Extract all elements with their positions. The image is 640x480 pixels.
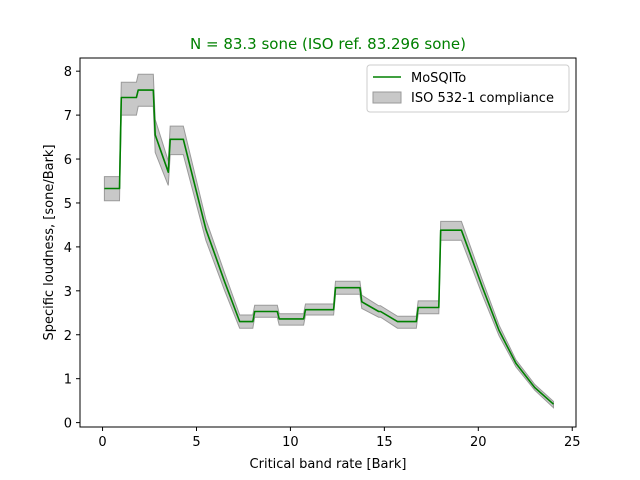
y-tick-label: 2	[64, 329, 72, 344]
y-tick-label: 5	[64, 197, 72, 212]
legend-label-mosqito: MoSQITo	[411, 71, 466, 86]
x-tick-label: 25	[564, 435, 581, 450]
x-tick-label: 20	[470, 435, 487, 450]
plot-area	[103, 73, 555, 409]
axes-ticks: 0 5 10 15 20 25 0 1 2 3 4 5 6 7 8	[64, 57, 581, 450]
y-axis-label: Specific loudness, [sone/Bark]	[42, 144, 57, 340]
chart-title: N = 83.3 sone (ISO ref. 83.296 sone)	[190, 35, 466, 53]
legend-box	[366, 64, 570, 113]
y-tick-label: 0	[64, 417, 72, 432]
legend-band-swatch	[372, 91, 402, 104]
x-tick-label: 0	[98, 435, 106, 450]
y-tick-label: 6	[64, 153, 72, 168]
y-tick-label: 1	[64, 373, 72, 388]
x-axis-label: Critical band rate [Bark]	[250, 457, 407, 472]
legend: MoSQITo ISO 532-1 compliance	[366, 64, 570, 113]
x-tick-label: 15	[376, 435, 393, 450]
y-tick-label: 4	[64, 241, 72, 256]
y-tick-label: 3	[64, 285, 72, 300]
x-tick-label: 10	[282, 435, 299, 450]
mosqito-series-line	[104, 89, 555, 405]
legend-label-iso: ISO 532-1 compliance	[411, 91, 554, 106]
y-tick-label: 8	[64, 65, 72, 80]
x-tick-label: 5	[192, 435, 200, 450]
iso-compliance-band	[103, 73, 554, 409]
y-tick-label: 7	[64, 109, 72, 124]
axes-frame	[79, 57, 577, 428]
